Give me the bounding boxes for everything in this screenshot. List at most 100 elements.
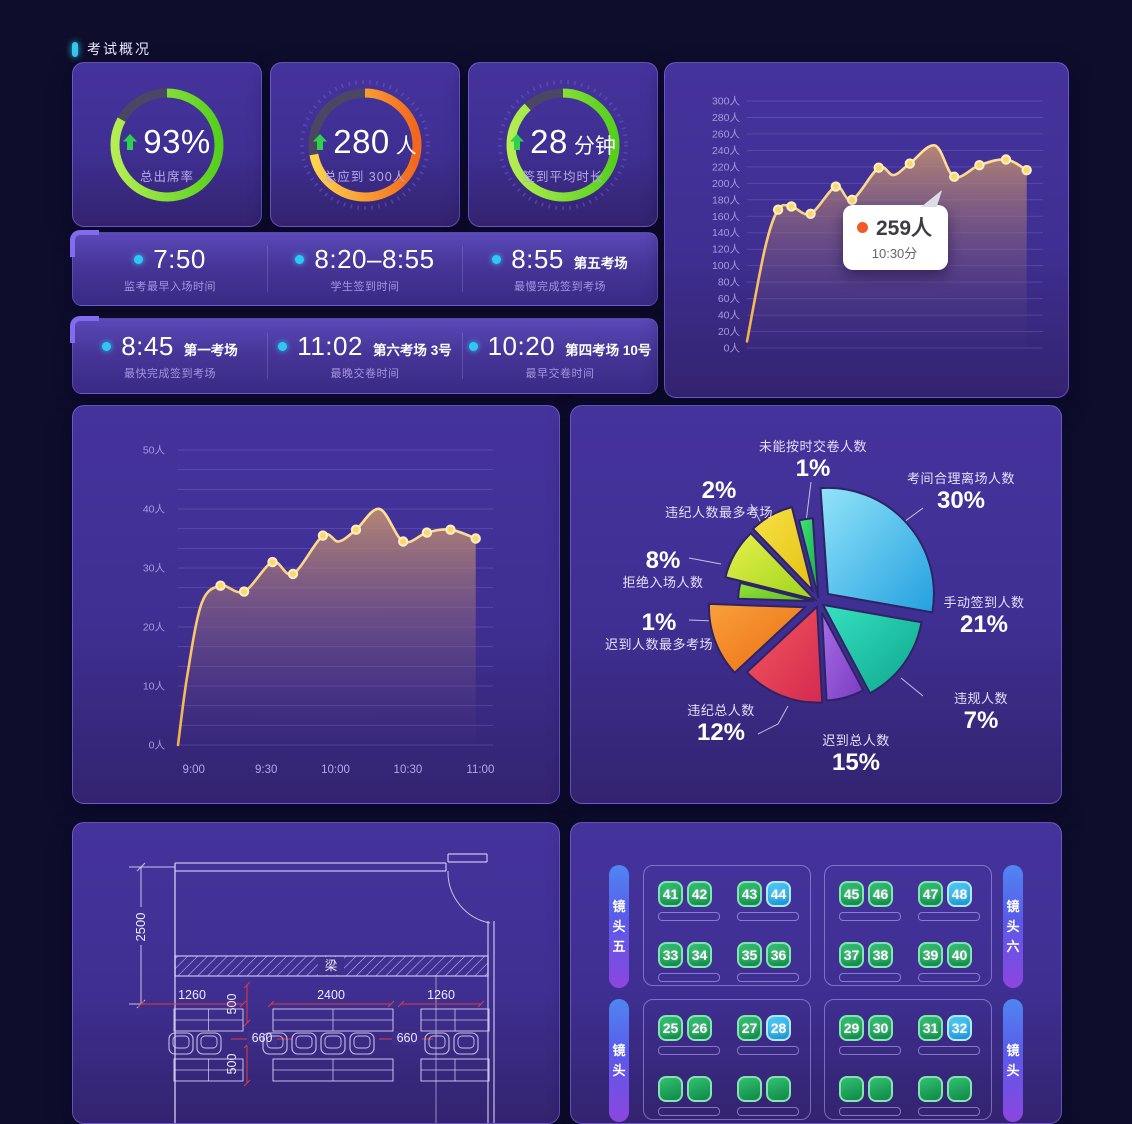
data-point-marker xyxy=(421,527,433,538)
data-point-marker xyxy=(317,530,329,541)
pie-name: 考间合理离场人数 xyxy=(906,471,1015,486)
stat-dot-icon xyxy=(102,342,112,351)
svg-text:220人: 220人 xyxy=(712,161,741,173)
seat-tile-28[interactable]: 28 xyxy=(766,1015,791,1041)
stat-divider xyxy=(462,246,463,292)
data-point-marker xyxy=(949,171,960,182)
pie-name: 迟到总人数 xyxy=(822,733,890,748)
data-point-marker xyxy=(267,556,278,568)
stat-tag: 第五考场 xyxy=(573,255,628,271)
svg-text:80人: 80人 xyxy=(718,277,741,289)
seat-tile-27[interactable]: 27 xyxy=(737,1015,762,1041)
desk-bar xyxy=(658,1107,720,1116)
pie-label-3: 违规人数 7% xyxy=(896,690,1066,734)
seat-tile-40[interactable]: 40 xyxy=(947,942,972,968)
svg-text:660: 660 xyxy=(397,1031,418,1045)
svg-text:10:00: 10:00 xyxy=(321,764,350,776)
seat-tile-31[interactable]: 31 xyxy=(918,1015,943,1041)
seat-tile-33[interactable]: 33 xyxy=(658,942,683,968)
seat-tile-36[interactable]: 36 xyxy=(766,942,791,968)
svg-text:1260: 1260 xyxy=(427,988,455,1002)
seat-block: 29 30 31 32 xyxy=(824,999,992,1120)
svg-text:260人: 260人 xyxy=(712,128,741,140)
desk-bar xyxy=(658,973,720,982)
seat-tile-26[interactable]: 26 xyxy=(687,1015,712,1041)
gauge-label: 签到平均时长 xyxy=(522,170,604,184)
seat-tile-35[interactable]: 35 xyxy=(737,942,762,968)
seat-tile-38[interactable]: 38 xyxy=(868,942,893,968)
svg-text:20人: 20人 xyxy=(718,326,741,338)
desk-bar xyxy=(918,912,980,921)
stat-sublabel: 监考最早入场时间 xyxy=(124,281,216,293)
svg-text:500: 500 xyxy=(225,994,239,1015)
desk-bar xyxy=(839,912,901,921)
checkin-trend-small-chart: 0人 10人 20人 30人 40人 50人 9:00 9:30 10:00 10:30 11:00 xyxy=(143,445,495,777)
stat-tag: 第一考场 xyxy=(183,342,238,358)
seat-tile-45[interactable]: 45 xyxy=(839,881,864,907)
stat-divider xyxy=(462,333,463,379)
pie-label-8: 2% 违纪人数最多考场 xyxy=(634,478,804,522)
desk-bar xyxy=(918,973,980,982)
svg-text:30人: 30人 xyxy=(143,563,166,575)
pie-name: 违纪总人数 xyxy=(687,703,755,718)
seat-tile-43[interactable]: 43 xyxy=(737,881,762,907)
camera-bar: 镜头 xyxy=(1003,999,1023,1122)
tooltip-series-dot-icon xyxy=(857,221,868,233)
svg-text:120人: 120人 xyxy=(712,244,741,256)
seat-tile-34[interactable]: 34 xyxy=(687,942,712,968)
svg-text:280人: 280人 xyxy=(712,112,741,124)
seat-block: 45 46 47 48 37 38 39 40 xyxy=(824,865,992,986)
data-point-marker xyxy=(1021,165,1032,176)
pie-slice-8 xyxy=(751,505,815,594)
pie-pct: 1% xyxy=(641,609,677,636)
desk-bar xyxy=(839,973,901,982)
seat-tile-44[interactable]: 44 xyxy=(766,881,791,907)
svg-text:1260: 1260 xyxy=(178,988,206,1002)
svg-text:40人: 40人 xyxy=(143,504,166,516)
tooltip-value: 259人 xyxy=(876,217,933,240)
pie-slice-3 xyxy=(820,612,865,702)
gauge-center: 280 人总应到 300人 xyxy=(271,123,459,185)
pie-pct: 21% xyxy=(959,611,1009,638)
data-point-marker xyxy=(470,533,481,544)
data-point-marker xyxy=(215,580,226,591)
stat-sublabel: 最慢完成签到考场 xyxy=(514,281,606,293)
camera-bar: 镜头五 xyxy=(609,865,629,988)
pie-label-0: 未能按时交卷人数 1% xyxy=(728,438,898,482)
pie-name: 拒绝入场人数 xyxy=(622,575,704,590)
seat-tile-41[interactable]: 41 xyxy=(658,881,683,907)
svg-text:9:30: 9:30 xyxy=(255,764,277,776)
stat-item: 7:50 监考最早入场时间 xyxy=(73,244,267,294)
stat-time: 8:55 xyxy=(511,244,564,274)
seat-tile-37[interactable]: 37 xyxy=(839,942,864,968)
pie-name: 迟到人数最多考场 xyxy=(604,637,713,652)
seat-tile-46[interactable]: 46 xyxy=(868,881,893,907)
pie-slice-5 xyxy=(707,602,808,675)
seat-tile-42[interactable]: 42 xyxy=(687,881,712,907)
seat-tile-39[interactable]: 39 xyxy=(918,942,943,968)
seat-tile-29[interactable]: 29 xyxy=(839,1015,864,1041)
stat-tag: 第四考场 10号 xyxy=(565,342,652,358)
pie-slice-0 xyxy=(797,517,820,599)
seat-tile-48[interactable]: 48 xyxy=(947,881,972,907)
gauge-ring xyxy=(498,80,628,210)
pie-name: 违规人数 xyxy=(953,691,1008,706)
desk-bar xyxy=(737,973,799,982)
exam-breakdown-pie xyxy=(688,481,935,735)
gauge-unit: 分钟 xyxy=(573,135,616,158)
up-arrow-icon xyxy=(313,134,328,150)
gauge-value: 28 xyxy=(530,123,568,160)
data-point-marker xyxy=(846,194,858,206)
desk-bar xyxy=(658,912,720,921)
seat-tile-32[interactable]: 32 xyxy=(947,1015,972,1041)
seat-tile-30[interactable]: 30 xyxy=(868,1015,893,1041)
seat-tile-47[interactable]: 47 xyxy=(918,881,943,907)
pie-label-5: 违纪总人数 12% xyxy=(636,702,806,746)
seat-tile-25[interactable]: 25 xyxy=(658,1015,683,1041)
svg-text:500: 500 xyxy=(225,1054,239,1075)
gauge-value: 93% xyxy=(143,123,211,160)
pie-slice-2 xyxy=(821,603,923,695)
data-point-marker xyxy=(445,524,456,535)
svg-text:240人: 240人 xyxy=(712,145,741,157)
